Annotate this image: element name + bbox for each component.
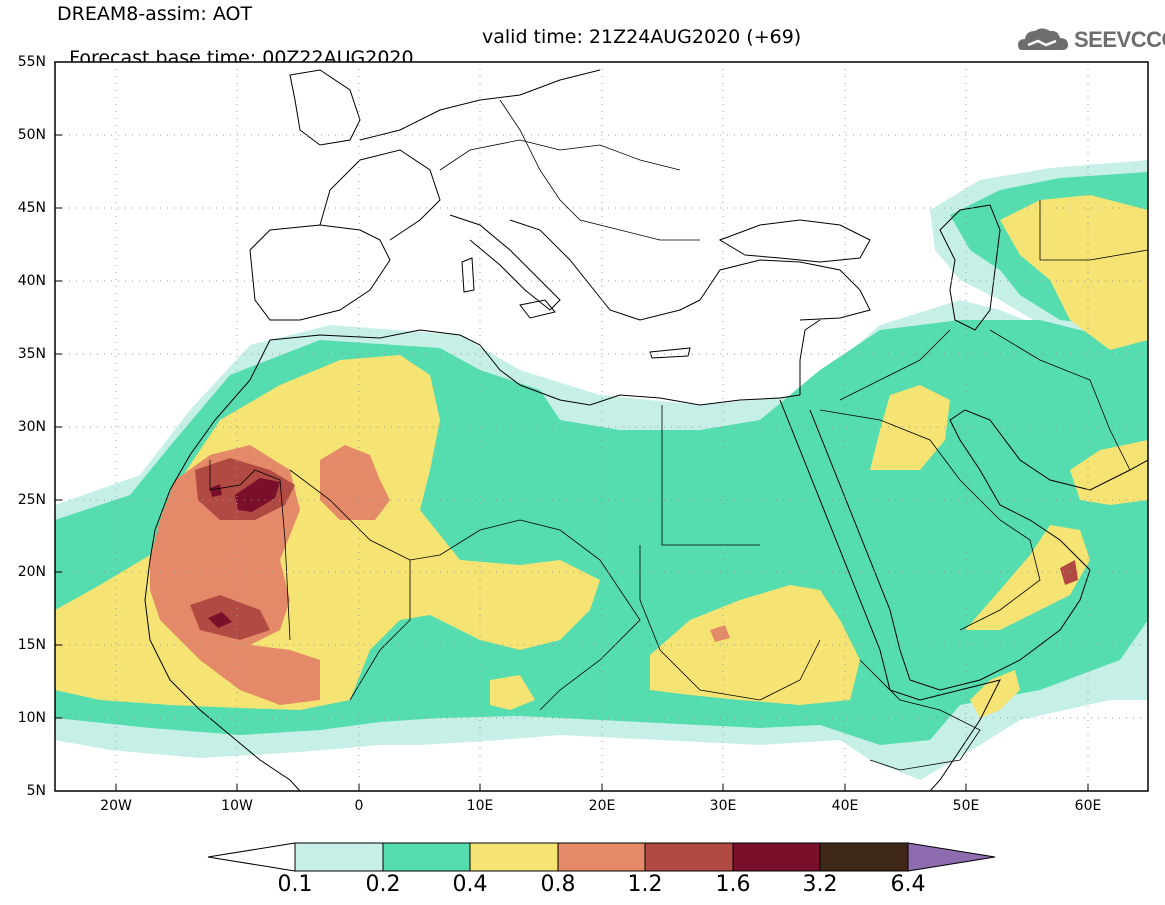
colorbar-label: 0.2 <box>365 872 401 897</box>
y-tick-label: 35N <box>17 346 46 362</box>
y-tick-label: 30N <box>17 419 46 435</box>
coast-red-sea <box>779 399 891 691</box>
coast-italy <box>449 214 561 311</box>
aot-band-1.2-oman <box>1060 560 1078 585</box>
colorbar-label: 0.1 <box>277 872 313 897</box>
coast-turkey <box>699 259 871 321</box>
coast-levant <box>799 319 821 395</box>
coast-med-south <box>269 329 801 406</box>
coast-north-europe <box>359 69 601 141</box>
colorbar-label: 1.2 <box>627 872 663 897</box>
aot-band-1.6-c <box>210 484 222 497</box>
border-sahel <box>349 560 411 701</box>
x-tick-label: 10E <box>466 798 494 814</box>
coast-crete <box>649 347 691 359</box>
colorbar-segment <box>469 842 559 872</box>
x-tick-label: 10W <box>221 798 253 814</box>
aot-band-0.4-somalia <box>970 670 1020 718</box>
x-tick-label: 0 <box>354 798 364 814</box>
aot-band-1.6-b <box>208 612 232 628</box>
colorbar <box>207 842 996 872</box>
aot-band-0.4-gulf <box>1070 440 1148 505</box>
aot-band-0.8-mali <box>320 445 390 520</box>
y-tick-label: 55N <box>17 54 46 70</box>
colorbar-label: 3.2 <box>802 872 838 897</box>
coast-black-sea <box>718 219 871 263</box>
border-iran <box>989 329 1131 471</box>
valid-time: valid time: 21Z24AUG2020 (+69) <box>482 26 802 48</box>
coast-sicily <box>519 299 556 319</box>
x-tick-label: 40E <box>831 798 859 814</box>
coast-britain <box>289 69 361 146</box>
colorbar-label: 0.8 <box>540 872 576 897</box>
border-kazakh <box>1039 200 1148 261</box>
aot-band-0.4-oman <box>965 525 1090 630</box>
graticule <box>55 62 1148 791</box>
coastlines <box>144 69 1148 791</box>
aot-band-0.4-chad <box>490 675 535 710</box>
x-tick-label: 50E <box>952 798 980 814</box>
colorbar-segment <box>732 842 821 872</box>
coast-arabia-red <box>809 409 1091 691</box>
y-tick-label: 10N <box>17 710 46 726</box>
cloud-icon <box>1018 28 1068 50</box>
coast-iberia <box>249 224 391 321</box>
axis-ticks <box>55 61 1089 791</box>
y-tick-label: 40N <box>17 273 46 289</box>
colorbar-label: 6.4 <box>890 872 926 897</box>
y-tick-label: 45N <box>17 200 46 216</box>
colorbar-segment <box>382 842 471 872</box>
border-saudi <box>819 409 1041 631</box>
x-tick-label: 20E <box>588 798 616 814</box>
colorbar-segment <box>294 842 384 872</box>
coast-horn <box>889 679 1001 791</box>
colorbar-segment <box>644 842 734 872</box>
y-tick-label: 25N <box>17 492 46 508</box>
border-mauritania <box>209 460 291 641</box>
coast-gulf <box>949 409 1148 571</box>
border-chad <box>519 519 641 711</box>
coast-caspian <box>939 204 1001 331</box>
aot-band-1.6 <box>235 478 280 512</box>
x-tick-label: 60E <box>1074 798 1102 814</box>
colorbar-segment <box>557 842 646 872</box>
border-europe-2 <box>499 99 700 241</box>
colorbar-label: 0.4 <box>452 872 488 897</box>
border-libya-egypt <box>661 405 760 546</box>
y-tick-label: 50N <box>17 127 46 143</box>
colorbar-segment-low <box>207 842 296 872</box>
aot-band-0.4-aralcaspian <box>1000 195 1148 350</box>
logo-text: SEEVCCC <box>1074 27 1165 52</box>
colorbar-segment-high <box>907 842 996 872</box>
border-ethiopia <box>859 659 981 771</box>
x-tick-label: 30E <box>709 798 737 814</box>
coast-balkans <box>509 219 701 321</box>
coast-sardinia <box>461 257 475 293</box>
map-title: DREAM8-assim: AOT <box>57 3 253 25</box>
aot-band-0.8-niger <box>710 625 730 642</box>
border-iraq <box>839 329 951 401</box>
border-sudan <box>639 545 821 701</box>
y-tick-label: 5N <box>26 783 46 799</box>
y-tick-label: 20N <box>17 564 46 580</box>
border-europe-1 <box>439 139 681 171</box>
coast-france <box>319 149 441 241</box>
borders <box>209 99 1148 771</box>
colorbar-segment <box>819 842 909 872</box>
aot-band-1.2-south <box>190 595 270 640</box>
aot-band-0.8 <box>150 445 320 705</box>
colorbar-label: 1.6 <box>715 872 751 897</box>
x-tick-label: 20W <box>100 798 132 814</box>
coast-west-africa <box>144 339 301 791</box>
aot-field <box>55 160 1148 780</box>
y-tick-label: 15N <box>17 637 46 653</box>
